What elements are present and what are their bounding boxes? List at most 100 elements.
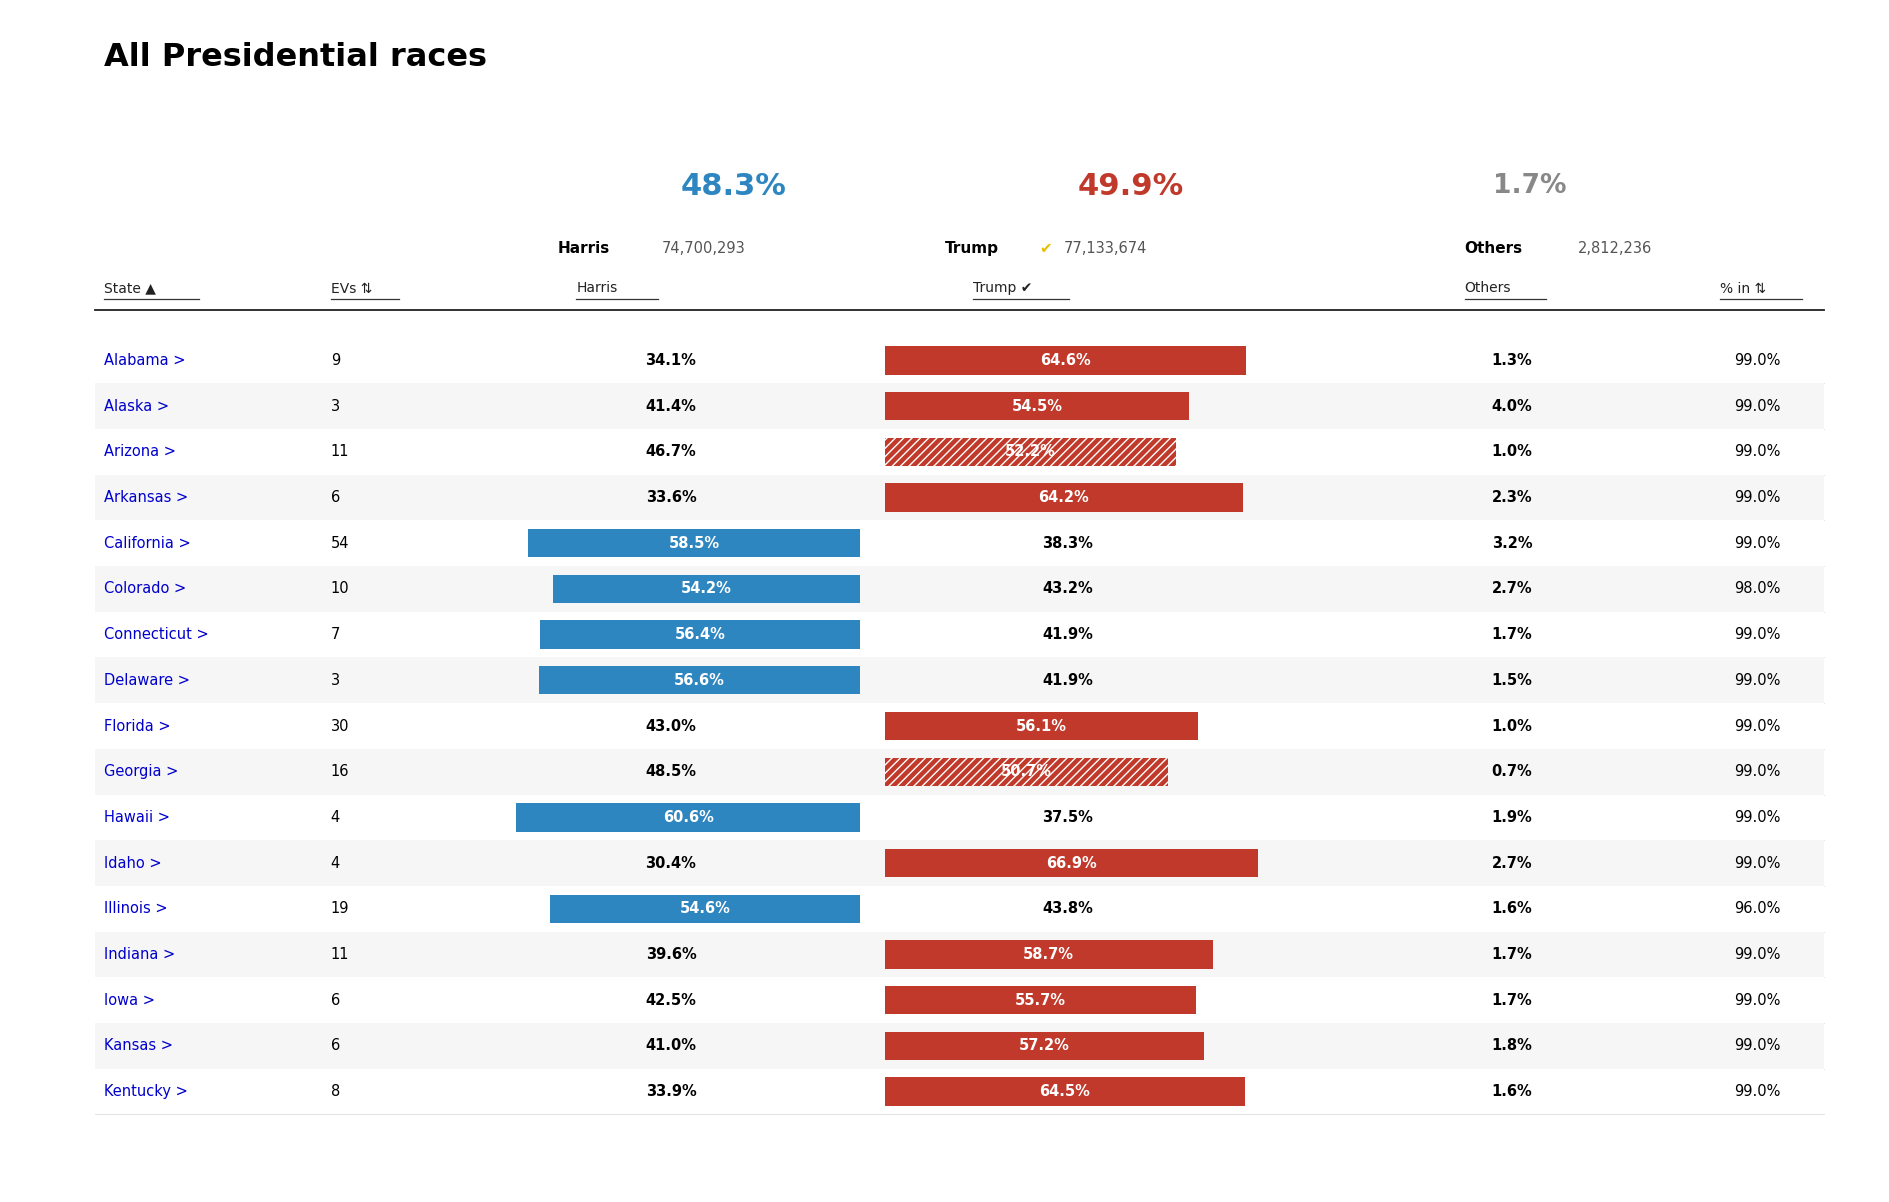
Text: Illinois >: Illinois > bbox=[104, 902, 168, 916]
Text: Trump ✔: Trump ✔ bbox=[973, 281, 1031, 296]
Text: EVs ⇅: EVs ⇅ bbox=[331, 281, 372, 296]
Text: 9: 9 bbox=[331, 353, 340, 368]
Text: 2.7%: 2.7% bbox=[1490, 856, 1532, 870]
Text: 11: 11 bbox=[331, 445, 349, 459]
Text: 56.6%: 56.6% bbox=[674, 673, 725, 688]
Text: 1.9%: 1.9% bbox=[1490, 810, 1532, 825]
Text: Harris: Harris bbox=[557, 242, 610, 256]
Text: 64.6%: 64.6% bbox=[1039, 353, 1090, 368]
Text: 38.3%: 38.3% bbox=[1043, 536, 1092, 551]
Text: Idaho >: Idaho > bbox=[104, 856, 161, 870]
Text: 58.7%: 58.7% bbox=[1022, 947, 1073, 962]
Text: 16: 16 bbox=[331, 764, 349, 779]
Text: 48.5%: 48.5% bbox=[646, 764, 695, 779]
Text: California >: California > bbox=[104, 536, 191, 551]
Text: 6: 6 bbox=[331, 490, 340, 505]
Text: 49.9%: 49.9% bbox=[1077, 172, 1183, 201]
Text: ✔: ✔ bbox=[1039, 242, 1052, 256]
Text: Delaware >: Delaware > bbox=[104, 673, 191, 688]
Text: Kansas >: Kansas > bbox=[104, 1039, 174, 1053]
Text: All Presidential races: All Presidential races bbox=[104, 42, 487, 73]
Text: Hawaii >: Hawaii > bbox=[104, 810, 170, 825]
Text: Indiana >: Indiana > bbox=[104, 947, 176, 962]
Text: Others: Others bbox=[1464, 281, 1511, 296]
Text: 1.7%: 1.7% bbox=[1492, 173, 1566, 200]
Text: 99.0%: 99.0% bbox=[1734, 856, 1779, 870]
Text: 99.0%: 99.0% bbox=[1734, 1084, 1779, 1099]
Text: 3: 3 bbox=[331, 673, 340, 688]
Text: 1.0%: 1.0% bbox=[1490, 445, 1532, 459]
Text: Trump: Trump bbox=[944, 242, 999, 256]
Text: 2.3%: 2.3% bbox=[1490, 490, 1532, 505]
Text: 54.6%: 54.6% bbox=[680, 902, 731, 916]
Text: 33.6%: 33.6% bbox=[646, 490, 695, 505]
Text: 99.0%: 99.0% bbox=[1734, 445, 1779, 459]
Text: % in ⇅: % in ⇅ bbox=[1719, 281, 1764, 296]
Text: 1.5%: 1.5% bbox=[1490, 673, 1532, 688]
Text: 8: 8 bbox=[331, 1084, 340, 1099]
Text: 57.2%: 57.2% bbox=[1018, 1039, 1069, 1053]
Text: Florida >: Florida > bbox=[104, 719, 170, 733]
Text: 98.0%: 98.0% bbox=[1734, 582, 1779, 596]
Text: 54: 54 bbox=[331, 536, 349, 551]
Text: 99.0%: 99.0% bbox=[1734, 673, 1779, 688]
Text: 2.7%: 2.7% bbox=[1490, 582, 1532, 596]
Text: 1.0%: 1.0% bbox=[1490, 719, 1532, 733]
Text: 99.0%: 99.0% bbox=[1734, 490, 1779, 505]
Text: Connecticut >: Connecticut > bbox=[104, 627, 208, 642]
Text: 6: 6 bbox=[331, 993, 340, 1007]
Text: 99.0%: 99.0% bbox=[1734, 1039, 1779, 1053]
Text: 10: 10 bbox=[331, 582, 349, 596]
Text: Arizona >: Arizona > bbox=[104, 445, 176, 459]
Text: Georgia >: Georgia > bbox=[104, 764, 178, 779]
Text: 33.9%: 33.9% bbox=[646, 1084, 695, 1099]
Text: 99.0%: 99.0% bbox=[1734, 764, 1779, 779]
Text: 19: 19 bbox=[331, 902, 349, 916]
Text: 99.0%: 99.0% bbox=[1734, 993, 1779, 1007]
Text: 99.0%: 99.0% bbox=[1734, 536, 1779, 551]
Text: 43.2%: 43.2% bbox=[1043, 582, 1092, 596]
Text: 7: 7 bbox=[331, 627, 340, 642]
Text: 99.0%: 99.0% bbox=[1734, 627, 1779, 642]
Text: 52.2%: 52.2% bbox=[1005, 445, 1056, 459]
Text: Harris: Harris bbox=[576, 281, 618, 296]
Text: 96.0%: 96.0% bbox=[1734, 902, 1779, 916]
Text: 3: 3 bbox=[331, 399, 340, 413]
Text: 3.2%: 3.2% bbox=[1490, 536, 1532, 551]
Text: 54.5%: 54.5% bbox=[1011, 399, 1062, 413]
Text: 4.0%: 4.0% bbox=[1490, 399, 1532, 413]
Text: 55.7%: 55.7% bbox=[1014, 993, 1065, 1007]
Text: 99.0%: 99.0% bbox=[1734, 947, 1779, 962]
Text: 99.0%: 99.0% bbox=[1734, 353, 1779, 368]
Text: Kentucky >: Kentucky > bbox=[104, 1084, 187, 1099]
Text: 1.3%: 1.3% bbox=[1490, 353, 1532, 368]
Text: 0.7%: 0.7% bbox=[1490, 764, 1532, 779]
Text: 64.2%: 64.2% bbox=[1037, 490, 1088, 505]
Text: 50.7%: 50.7% bbox=[999, 764, 1050, 779]
Text: 1.8%: 1.8% bbox=[1490, 1039, 1532, 1053]
Text: Colorado >: Colorado > bbox=[104, 582, 187, 596]
Text: 56.4%: 56.4% bbox=[674, 627, 725, 642]
Text: 42.5%: 42.5% bbox=[646, 993, 695, 1007]
Text: 43.8%: 43.8% bbox=[1043, 902, 1092, 916]
Text: 1.7%: 1.7% bbox=[1490, 627, 1532, 642]
Text: 39.6%: 39.6% bbox=[646, 947, 695, 962]
Text: 56.1%: 56.1% bbox=[1014, 719, 1065, 733]
Text: 41.9%: 41.9% bbox=[1043, 673, 1092, 688]
Text: 1.7%: 1.7% bbox=[1490, 947, 1532, 962]
Text: 60.6%: 60.6% bbox=[663, 810, 714, 825]
Text: 54.2%: 54.2% bbox=[680, 582, 731, 596]
Text: 11: 11 bbox=[331, 947, 349, 962]
Text: Arkansas >: Arkansas > bbox=[104, 490, 189, 505]
Text: 41.0%: 41.0% bbox=[646, 1039, 695, 1053]
Text: 30: 30 bbox=[331, 719, 349, 733]
Text: 99.0%: 99.0% bbox=[1734, 399, 1779, 413]
Text: 34.1%: 34.1% bbox=[646, 353, 695, 368]
Text: 41.4%: 41.4% bbox=[646, 399, 695, 413]
Text: 4: 4 bbox=[331, 856, 340, 870]
Text: State ▲: State ▲ bbox=[104, 281, 155, 296]
Text: 2,812,236: 2,812,236 bbox=[1577, 242, 1651, 256]
Text: 4: 4 bbox=[331, 810, 340, 825]
Text: 6: 6 bbox=[331, 1039, 340, 1053]
Text: 41.9%: 41.9% bbox=[1043, 627, 1092, 642]
